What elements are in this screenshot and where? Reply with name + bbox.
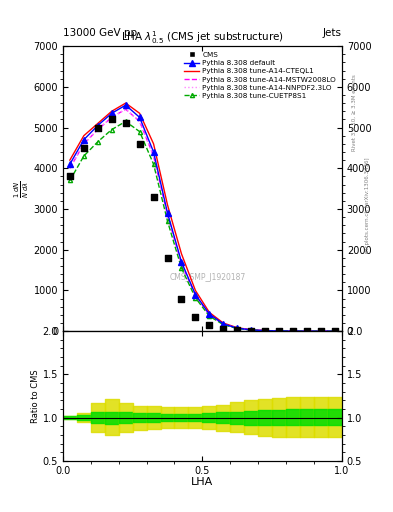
Point bbox=[81, 144, 87, 152]
Point bbox=[67, 173, 73, 181]
Point bbox=[123, 119, 129, 127]
Point bbox=[206, 321, 213, 329]
Y-axis label: Ratio to CMS: Ratio to CMS bbox=[31, 369, 40, 423]
Text: Jets: Jets bbox=[323, 28, 342, 38]
Point bbox=[318, 327, 324, 335]
Text: CMS_SMP_J1920187: CMS_SMP_J1920187 bbox=[170, 273, 246, 282]
Point bbox=[178, 294, 185, 303]
Point bbox=[136, 140, 143, 148]
Text: Rivet 3.1.10, ≥ 3.3M events: Rivet 3.1.10, ≥ 3.3M events bbox=[352, 74, 357, 151]
Point bbox=[332, 327, 338, 335]
Y-axis label: $\frac{1}{N} \frac{dN}{d\lambda}$: $\frac{1}{N} \frac{dN}{d\lambda}$ bbox=[12, 180, 31, 198]
Text: 13000 GeV pp: 13000 GeV pp bbox=[63, 28, 137, 38]
Point bbox=[95, 123, 101, 132]
Point bbox=[290, 327, 296, 335]
Text: mcplots.cern.ch [arXiv:1306.3436]: mcplots.cern.ch [arXiv:1306.3436] bbox=[365, 157, 371, 252]
Point bbox=[248, 327, 254, 335]
Point bbox=[276, 327, 282, 335]
Legend: CMS, Pythia 8.308 default, Pythia 8.308 tune-A14-CTEQL1, Pythia 8.308 tune-A14-M: CMS, Pythia 8.308 default, Pythia 8.308 … bbox=[182, 50, 338, 101]
Title: LHA $\lambda^{1}_{0.5}$ (CMS jet substructure): LHA $\lambda^{1}_{0.5}$ (CMS jet substru… bbox=[121, 29, 284, 46]
X-axis label: LHA: LHA bbox=[191, 477, 213, 487]
Point bbox=[151, 193, 157, 201]
Point bbox=[220, 325, 226, 333]
Point bbox=[192, 313, 198, 321]
Point bbox=[108, 115, 115, 123]
Point bbox=[234, 326, 241, 334]
Point bbox=[164, 254, 171, 262]
Point bbox=[304, 327, 310, 335]
Point bbox=[262, 327, 268, 335]
